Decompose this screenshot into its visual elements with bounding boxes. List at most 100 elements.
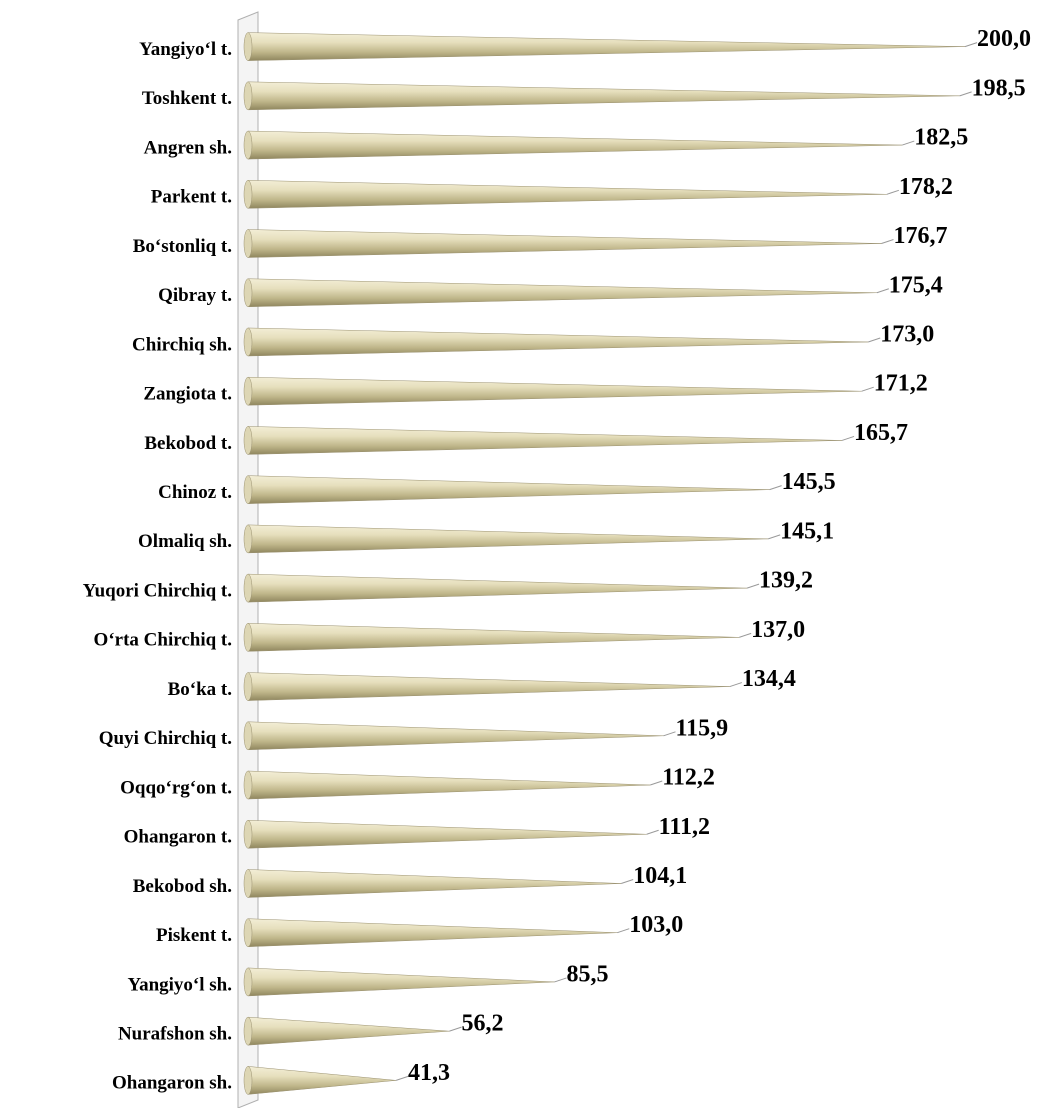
leader-line bbox=[729, 682, 742, 688]
bar bbox=[247, 180, 887, 209]
value-label: 41,3 bbox=[408, 1060, 450, 1086]
bar bbox=[247, 32, 966, 61]
bar-base bbox=[243, 180, 253, 209]
bar bbox=[247, 524, 769, 554]
leader-line bbox=[876, 288, 889, 294]
bar bbox=[247, 918, 618, 947]
bar-base bbox=[243, 1016, 253, 1046]
y-tick-label: Angren sh. bbox=[144, 137, 232, 158]
value-label: 176,7 bbox=[893, 223, 947, 249]
bar-base bbox=[243, 229, 253, 258]
y-tick-label: Yuqori Chirchiq t. bbox=[83, 580, 232, 601]
bar bbox=[247, 573, 748, 603]
value-label: 134,4 bbox=[742, 666, 796, 692]
bar-base bbox=[243, 672, 253, 701]
leader-line bbox=[746, 583, 760, 589]
bar-base bbox=[243, 130, 253, 160]
leader-line bbox=[868, 337, 881, 343]
y-tick-label: Ohangaron t. bbox=[124, 827, 232, 848]
leader-line bbox=[738, 632, 752, 638]
y-tick-label: Toshkent t. bbox=[142, 88, 232, 109]
bar-base bbox=[243, 721, 253, 751]
bar bbox=[247, 869, 622, 898]
leader-line bbox=[646, 829, 659, 835]
value-label: 171,2 bbox=[874, 371, 928, 397]
leader-line bbox=[768, 534, 781, 540]
y-tick-label: Bo‘ka t. bbox=[168, 679, 232, 700]
bar-base bbox=[243, 623, 253, 652]
value-label: 111,2 bbox=[659, 814, 710, 840]
bar bbox=[247, 721, 664, 751]
bar bbox=[247, 81, 960, 111]
value-label: 145,5 bbox=[782, 469, 836, 495]
leader-line bbox=[959, 91, 972, 97]
bar bbox=[247, 1066, 397, 1095]
bar bbox=[247, 229, 882, 258]
y-tick-label: Qibray t. bbox=[158, 285, 232, 306]
bar-base bbox=[243, 770, 253, 800]
bar bbox=[247, 1016, 450, 1046]
leader-line bbox=[841, 435, 855, 441]
y-tick-label: Yangiyo‘l sh. bbox=[127, 974, 232, 995]
y-tick-label: Piskent t. bbox=[156, 925, 232, 946]
bar-base bbox=[243, 967, 253, 997]
bar bbox=[247, 819, 647, 849]
bar bbox=[247, 623, 740, 652]
y-tick-label: Chinoz t. bbox=[158, 482, 232, 503]
leader-line bbox=[650, 780, 663, 786]
bar-base bbox=[243, 524, 253, 554]
y-tick-label: Olmaliq sh. bbox=[138, 531, 232, 552]
value-label: 173,0 bbox=[880, 321, 934, 347]
bar bbox=[247, 376, 862, 406]
value-label: 139,2 bbox=[759, 568, 813, 594]
y-tick-label: Bekobod sh. bbox=[133, 876, 232, 897]
y-tick-label: Bo‘stonliq t. bbox=[133, 236, 232, 257]
value-label: 182,5 bbox=[914, 125, 968, 151]
value-label: 85,5 bbox=[567, 961, 609, 987]
leader-line bbox=[554, 977, 567, 983]
bar bbox=[247, 278, 877, 308]
leader-line bbox=[886, 189, 900, 195]
bar bbox=[247, 327, 869, 357]
value-label: 104,1 bbox=[633, 863, 687, 889]
bar bbox=[247, 770, 651, 800]
bar bbox=[247, 672, 730, 701]
y-tick-label: Yangiyo‘l t. bbox=[139, 39, 232, 60]
leader-line bbox=[395, 1075, 409, 1081]
y-tick-label: Chirchiq sh. bbox=[132, 334, 232, 355]
leader-line bbox=[964, 42, 978, 48]
bar-base bbox=[243, 869, 253, 898]
bar-base bbox=[243, 278, 253, 307]
value-label: 145,1 bbox=[780, 518, 834, 544]
bar-base bbox=[243, 1066, 253, 1095]
value-label: 56,2 bbox=[461, 1011, 503, 1037]
y-tick-label: Nurafshon sh. bbox=[118, 1024, 232, 1045]
leader-line bbox=[449, 1026, 462, 1032]
bar-base bbox=[243, 573, 253, 603]
value-label: 178,2 bbox=[899, 174, 953, 200]
leader-line bbox=[617, 928, 630, 934]
y-tick-label: Parkent t. bbox=[151, 187, 232, 208]
bar-base bbox=[243, 81, 253, 111]
y-tick-label: Zangiota t. bbox=[143, 384, 232, 405]
y-tick-label: Bekobod t. bbox=[144, 433, 232, 454]
value-label: 103,0 bbox=[629, 912, 683, 938]
leader-line bbox=[861, 386, 874, 392]
bar bbox=[247, 130, 903, 160]
value-label: 137,0 bbox=[751, 617, 805, 643]
y-tick-label: Ohangaron sh. bbox=[112, 1073, 232, 1094]
value-label: 200,0 bbox=[977, 26, 1031, 52]
bar-base bbox=[243, 376, 253, 406]
leader-line bbox=[663, 731, 676, 737]
bar bbox=[247, 475, 770, 504]
leader-line bbox=[881, 239, 894, 244]
value-label: 165,7 bbox=[854, 420, 908, 446]
value-label: 175,4 bbox=[889, 272, 943, 298]
bar-base bbox=[243, 327, 253, 357]
bar bbox=[247, 426, 843, 455]
bar-base bbox=[243, 426, 253, 455]
bar-base bbox=[243, 475, 253, 504]
leader-line bbox=[621, 879, 634, 884]
leader-line bbox=[769, 485, 782, 491]
